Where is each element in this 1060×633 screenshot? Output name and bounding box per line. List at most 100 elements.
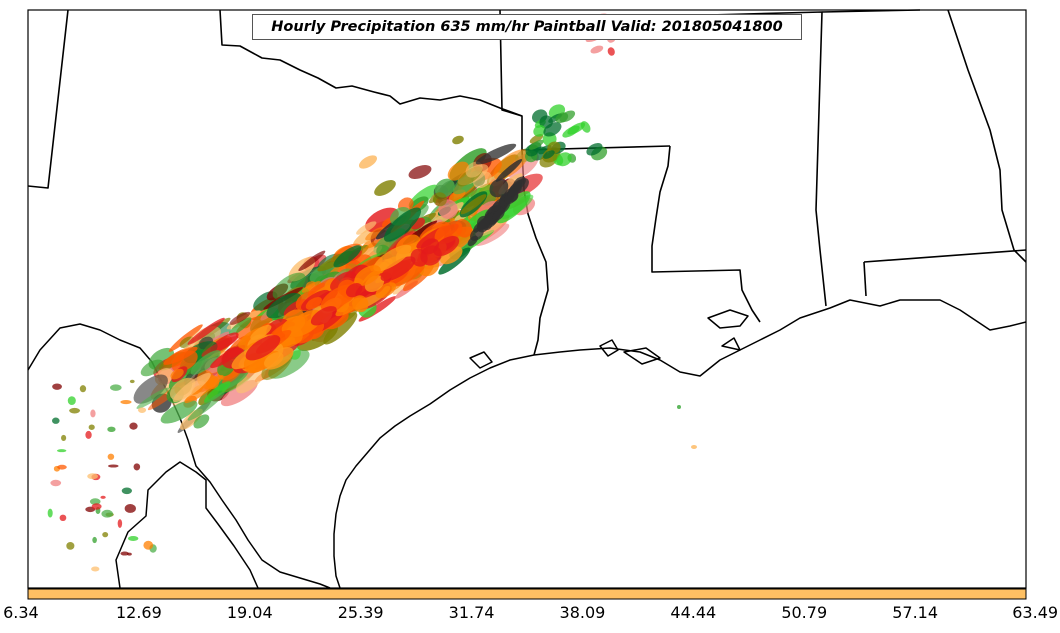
precip-blob	[420, 238, 440, 255]
precip-blob	[187, 391, 225, 421]
precip-blob	[187, 317, 225, 345]
precip-blob	[491, 201, 502, 212]
precip-blob	[533, 125, 546, 137]
nm-tx-border	[27, 9, 69, 189]
precip-blob	[607, 47, 615, 56]
precip-blob	[272, 272, 306, 300]
precip-blob	[56, 449, 67, 453]
precip-blob	[543, 122, 562, 137]
colorbar-tick-label: 25.39	[337, 603, 384, 622]
precip-blob	[100, 495, 106, 499]
precip-blob	[590, 45, 604, 54]
precip-blob	[250, 324, 272, 340]
precip-blob	[354, 265, 381, 286]
precip-blob	[129, 422, 138, 430]
colorbar-tick-label: 12.69	[115, 603, 162, 622]
precip-blob	[677, 405, 681, 409]
colorbar-tick-label: 6.34	[3, 603, 39, 622]
precip-blob	[79, 385, 87, 393]
precip-blob	[489, 178, 509, 198]
precip-blob	[102, 532, 109, 538]
precip-blob	[190, 350, 221, 375]
precip-blob	[120, 551, 129, 556]
precip-blob	[496, 191, 531, 224]
precip-blob	[129, 379, 135, 384]
precip-blob	[266, 292, 302, 319]
precip-blob	[184, 374, 224, 404]
precip-blob	[528, 139, 544, 150]
precip-blob	[124, 504, 136, 513]
precip-blob	[375, 282, 397, 299]
colorbar-tick-label: 44.44	[670, 603, 717, 622]
precip-blob	[107, 426, 116, 433]
precip-blob	[136, 387, 170, 409]
precip-blob	[586, 142, 603, 156]
precip-blob	[101, 509, 113, 518]
mississippi-river	[651, 145, 761, 323]
precip-blob	[52, 383, 62, 390]
precip-blob	[493, 149, 529, 180]
precip-blob	[133, 463, 141, 471]
precip-blob	[110, 384, 122, 391]
precip-blob	[91, 503, 102, 510]
precip-blob	[169, 377, 196, 401]
precip-blob	[228, 317, 252, 336]
precip-blob	[691, 445, 697, 449]
precip-blob	[264, 352, 284, 368]
precip-blob	[67, 396, 76, 405]
precip-blob	[333, 245, 362, 268]
precip-blob	[92, 536, 97, 544]
precip-blob	[59, 514, 67, 522]
map-frame	[27, 9, 1027, 589]
precip-blob	[298, 250, 326, 272]
precip-blob	[281, 315, 306, 335]
precip-blob	[380, 256, 416, 282]
precip-blob	[543, 150, 555, 159]
paintball-precip-contours	[47, 13, 697, 572]
precip-blob	[476, 217, 491, 231]
precip-blob	[356, 221, 377, 235]
precip-blob	[127, 552, 132, 556]
precip-blob	[408, 165, 432, 179]
precip-blob	[47, 508, 53, 518]
precip-blob	[160, 400, 198, 424]
precip-blob	[245, 335, 281, 361]
precip-blob	[345, 282, 363, 298]
precip-blob	[91, 566, 100, 572]
precip-blob	[236, 366, 266, 394]
precip-blob	[133, 374, 168, 404]
colorbar-fill	[27, 588, 1027, 600]
ms-al-border	[671, 11, 827, 307]
precip-blob	[432, 192, 447, 207]
precip-blob	[389, 261, 426, 287]
precip-blob	[235, 315, 273, 340]
precip-blob	[204, 381, 231, 403]
precip-blob	[85, 430, 92, 439]
precip-blob	[559, 110, 576, 123]
arkansas-border	[499, 9, 671, 151]
precip-blob	[383, 207, 422, 242]
precip-blob	[365, 226, 385, 241]
precip-blob	[374, 180, 396, 196]
al-ga-border	[947, 9, 1027, 263]
precip-blob	[475, 143, 517, 165]
plot-area	[27, 9, 1027, 589]
precip-blob	[143, 540, 154, 550]
colorbar-tick-label: 50.79	[781, 603, 828, 622]
precip-blob	[433, 236, 460, 257]
precip-blob	[140, 359, 164, 377]
precip-blob	[137, 407, 147, 413]
precip-blob	[120, 400, 132, 405]
precip-blob	[107, 453, 115, 460]
florida-border	[863, 249, 1027, 263]
red-river-border	[219, 9, 523, 117]
precip-blob	[580, 121, 591, 133]
precip-blob	[301, 281, 322, 293]
colorbar	[27, 588, 1027, 600]
precip-blob	[57, 464, 67, 470]
precip-blob	[117, 519, 123, 528]
precip-blob	[373, 244, 412, 272]
precip-blob	[310, 306, 337, 326]
colorbar-tick-label: 38.09	[559, 603, 606, 622]
